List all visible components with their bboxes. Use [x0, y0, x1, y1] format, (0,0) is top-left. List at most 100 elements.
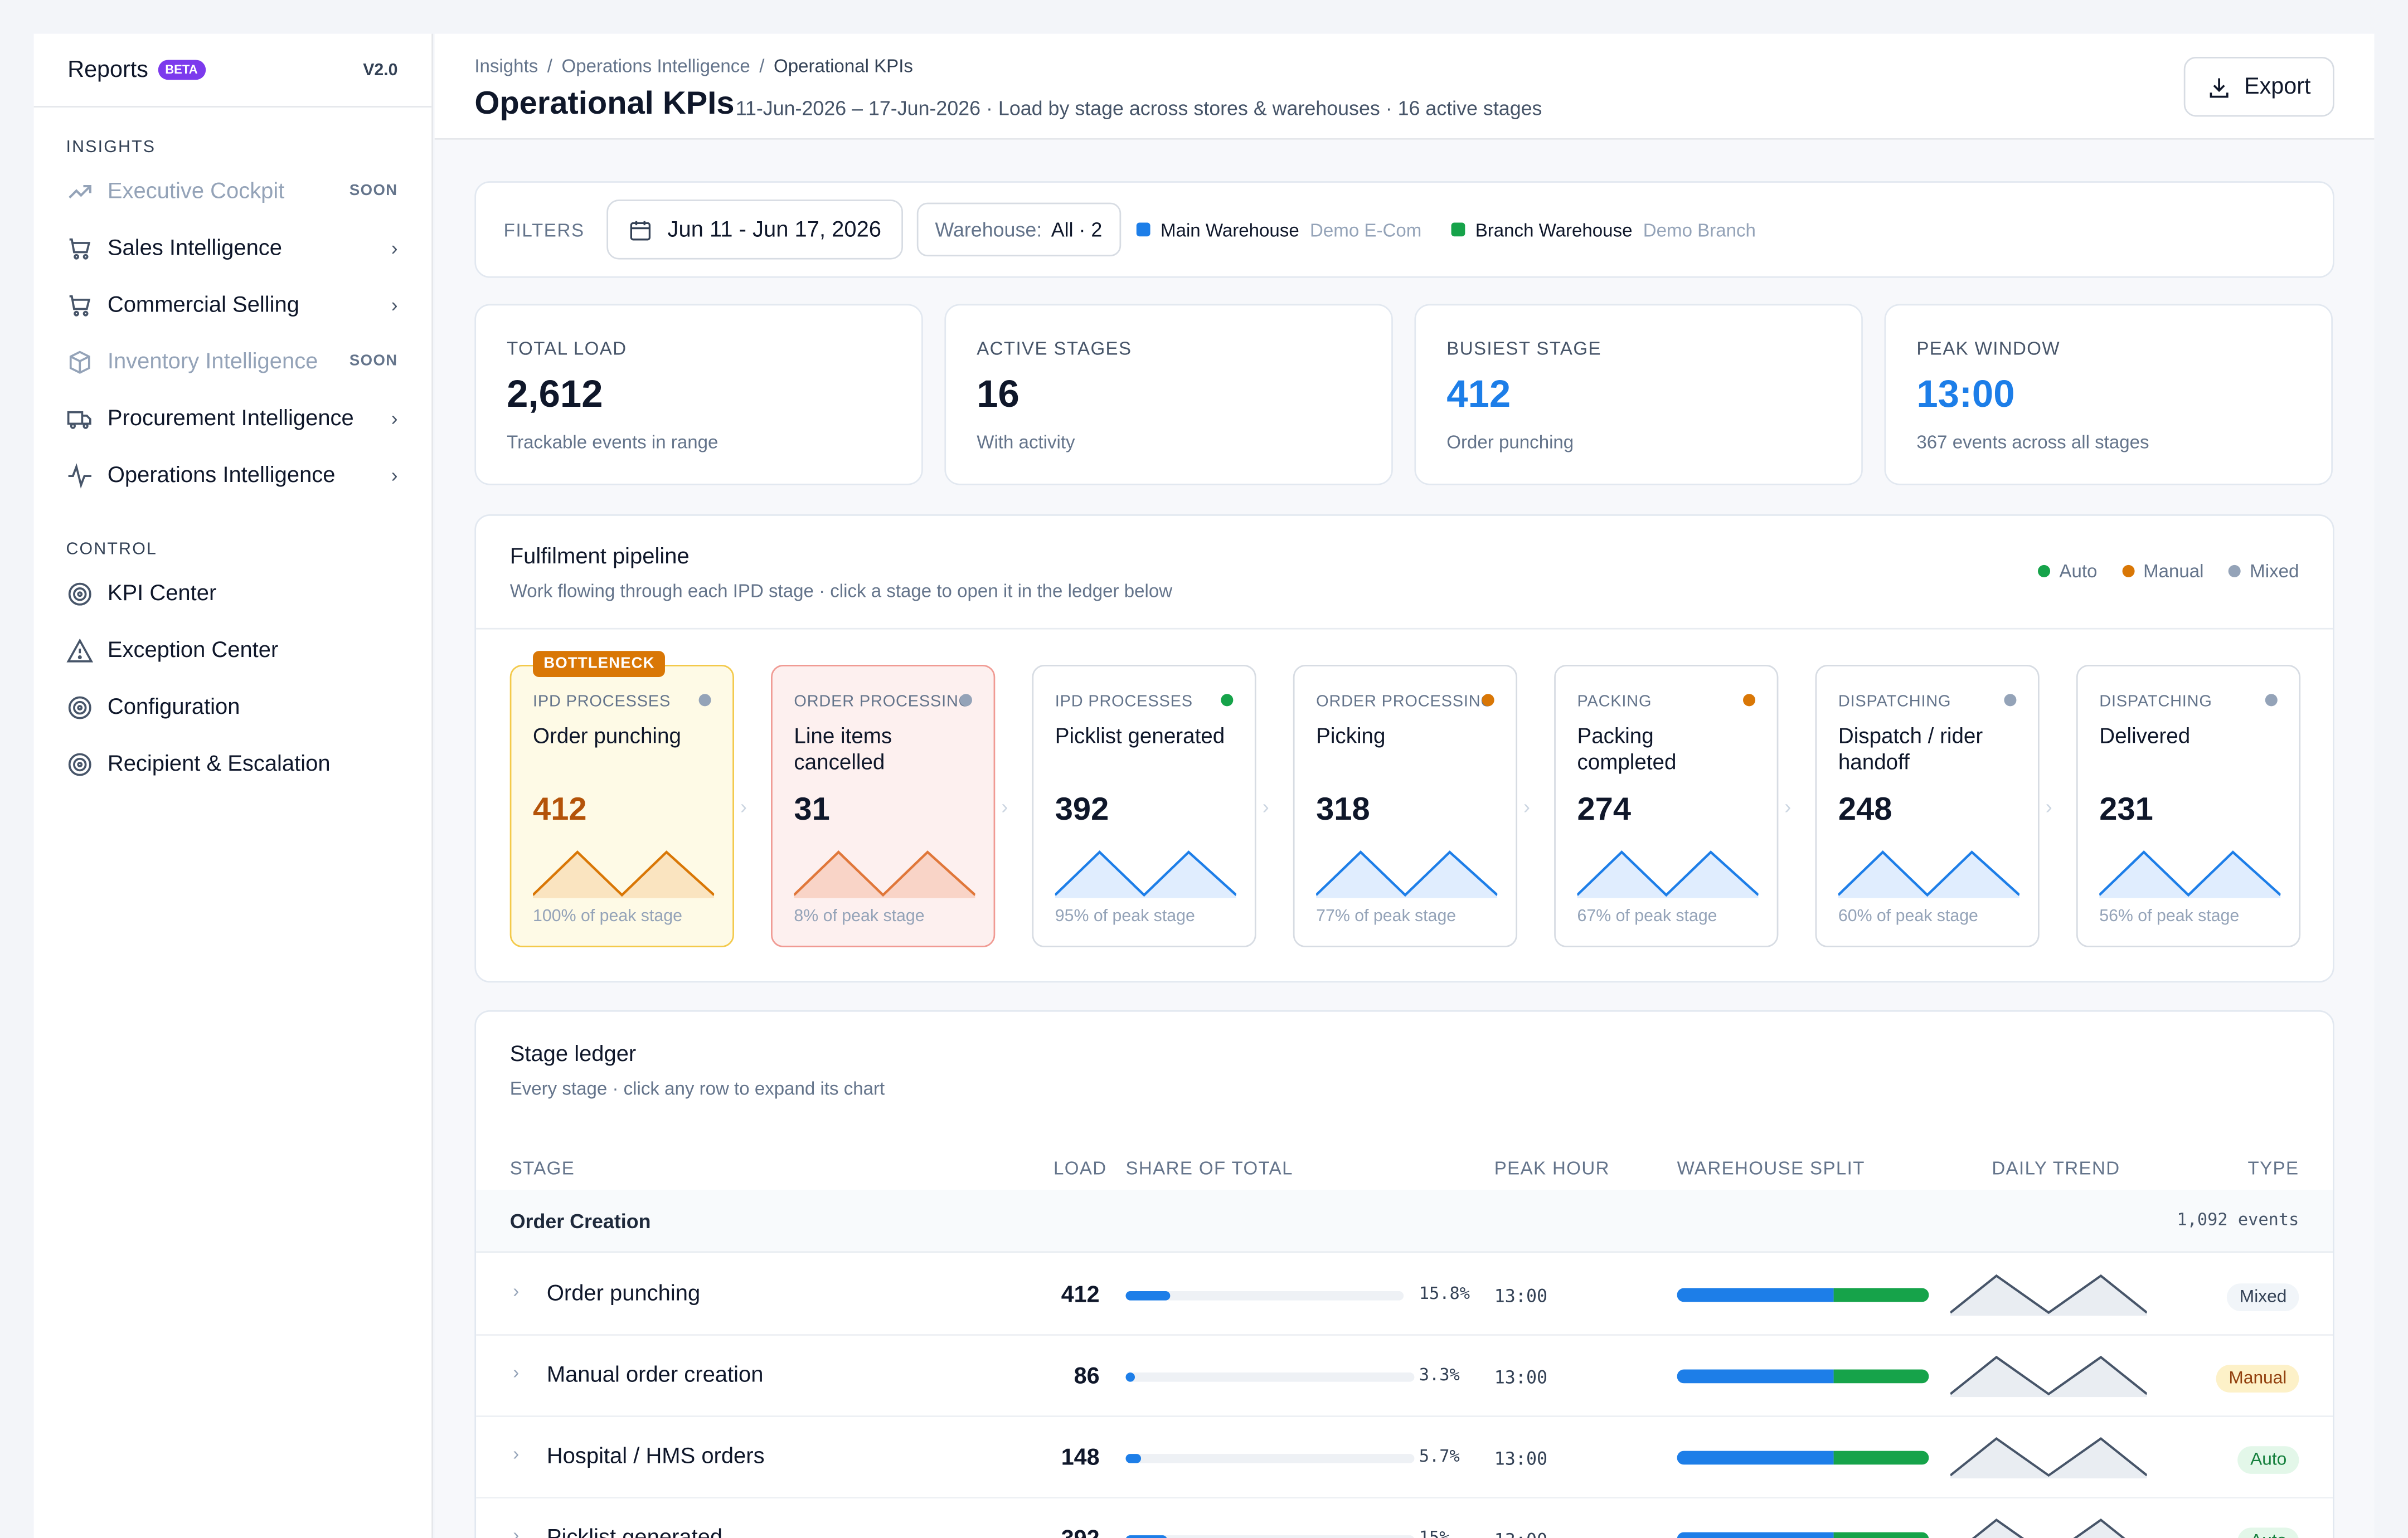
trend-line: [1950, 1274, 2147, 1315]
stage-category: IPD PROCESSES: [1055, 692, 1193, 711]
expand-chevron-icon[interactable]: ›: [513, 1280, 520, 1302]
export-button[interactable]: Export: [2183, 56, 2334, 117]
expand-chevron-icon[interactable]: ›: [513, 1524, 520, 1538]
sidebar-item-inventory-intelligence[interactable]: Inventory Intelligence SOON: [34, 333, 432, 390]
stage-pct-of-peak: 77% of peak stage: [1316, 907, 1457, 926]
stage-value: 318: [1316, 792, 1370, 828]
table-row[interactable]: › Manual order creation 86 3.3% 13:00 Manual: [476, 1336, 2333, 1417]
legend-mixed: Mixed: [2228, 561, 2299, 582]
share-bar-fill: [1125, 1372, 1135, 1382]
stage-name: Delivered: [2099, 723, 2191, 748]
cart-icon: [69, 237, 91, 259]
sparkline-line: [1577, 850, 1759, 897]
sidebar-item-recipient-escalation[interactable]: Recipient & Escalation: [34, 736, 432, 792]
breadcrumb-item[interactable]: Operations Intelligence: [561, 55, 750, 77]
ledger-subtitle: Every stage · click any row to expand it…: [509, 1078, 885, 1099]
pulse-icon: [68, 462, 91, 488]
table-row[interactable]: › Hospital / HMS orders 148 5.7% 13:00 Auto: [476, 1417, 2333, 1498]
brand-name[interactable]: Reports: [67, 56, 148, 83]
stage-category: ORDER PROCESSING: [794, 692, 972, 711]
peak-hour: 13:00: [1494, 1285, 1548, 1307]
stage-arrow-icon: ›: [1784, 795, 1792, 819]
share-bar: [1125, 1535, 1415, 1538]
trend-line: [1972, 1518, 2125, 1538]
sidebar-item-procurement-intelligence[interactable]: Procurement Intelligence ›: [34, 390, 432, 447]
sparkline-line: [794, 850, 975, 897]
pipeline-stage-card[interactable]: PACKING Packing completed 274 67% of peak s…: [1554, 664, 1779, 947]
date-range-picker[interactable]: Jun 11 - Jun 17, 2026: [606, 199, 903, 260]
export-label: Export: [2244, 74, 2311, 100]
table-row[interactable]: › Picklist generated 392 15% 13:00 Auto: [476, 1498, 2333, 1538]
legend-label: Auto: [2059, 560, 2098, 582]
stage-pct-of-peak: 100% of peak stage: [533, 907, 682, 926]
stage-arrow-icon: ›: [740, 795, 747, 819]
kpi-title: BUSIEST STAGE: [1446, 338, 1601, 359]
calendar-icon: [629, 220, 650, 240]
legend-swatch: [1450, 222, 1465, 237]
daily-trend-sparkline: [1972, 1518, 2125, 1538]
group-row[interactable]: Order Creation 1,092 events: [476, 1190, 2333, 1253]
stage-name: Packing completed: [1577, 723, 1677, 774]
expand-chevron-icon[interactable]: ›: [513, 1443, 520, 1465]
pipeline-stage-card[interactable]: ORDER PROCESSING Picking 318 77% of peak st…: [1293, 664, 1518, 947]
share-bar: [1125, 1454, 1415, 1463]
sidebar-item-sales-intelligence[interactable]: Sales Intelligence ›: [34, 220, 432, 276]
beta-badge: BETA: [157, 60, 206, 80]
kpi-card-active-stages: ACTIVE STAGES 16 With activity: [944, 304, 1393, 485]
chevron-right-icon: ›: [391, 236, 398, 260]
expand-chevron-icon[interactable]: ›: [513, 1361, 520, 1384]
sidebar-item-label: Commercial Selling: [107, 292, 299, 317]
section-title-insights: INSIGHTS: [66, 138, 156, 157]
column-header-share[interactable]: SHARE OF TOTAL: [1125, 1157, 1293, 1179]
kpi-value: 16: [977, 373, 1019, 416]
column-header-peak-hour[interactable]: PEAK HOUR: [1494, 1157, 1610, 1179]
pipeline-header: Fulfilment pipeline Work flowing through…: [476, 516, 2333, 630]
sidebar-item-configuration[interactable]: Configuration: [34, 679, 432, 736]
share-percent: 5.7%: [1419, 1446, 1460, 1467]
sidebar-item-label: Procurement Intelligence: [107, 406, 354, 431]
sidebar-item-kpi-center[interactable]: KPI Center: [34, 565, 432, 622]
sidebar-item-exception-center[interactable]: Exception Center: [34, 622, 432, 679]
pipeline-stage-card[interactable]: BOTTLENECK IPD PROCESSES Order punching 412…: [509, 651, 734, 947]
pipeline-stage-card[interactable]: IPD PROCESSES Picklist generated 392 95% of…: [1032, 664, 1256, 947]
column-header-stage[interactable]: STAGE: [509, 1157, 575, 1179]
table-row[interactable]: › Order punching 412 15.8% 13:00 Mixed: [476, 1254, 2333, 1336]
target-icon: [68, 695, 91, 719]
date-range-value: Jun 11 - Jun 17, 2026: [667, 217, 882, 242]
stage-category: PACKING: [1577, 692, 1652, 711]
sidebar-item-executive-cockpit[interactable]: Executive Cockpit SOON: [34, 163, 432, 220]
soon-tag: SOON: [349, 353, 398, 370]
breadcrumb-item[interactable]: Insights: [474, 55, 538, 77]
split-branch-segment: [1833, 1369, 1929, 1384]
sidebar-item-commercial-selling[interactable]: Commercial Selling ›: [34, 276, 432, 333]
warehouse-select[interactable]: Warehouse: All · 2: [916, 202, 1121, 257]
stage-category: ORDER PROCESSING: [1316, 692, 1494, 711]
stage-arrow-icon: ›: [2045, 795, 2052, 819]
type-badge: Manual: [2216, 1365, 2299, 1393]
stage-value: 392: [1055, 792, 1109, 828]
kpi-card-peak-window: PEAK WINDOW 13:00 367 events across all …: [1884, 304, 2333, 485]
stage-type-dot: [698, 694, 711, 707]
sidebar-item-label: Inventory Intelligence: [107, 349, 318, 374]
split-main-segment: [1677, 1532, 1833, 1538]
column-header-warehouse-split[interactable]: WAREHOUSE SPLIT: [1677, 1157, 1865, 1179]
kpi-value: 2,612: [507, 373, 603, 416]
column-header-daily-trend[interactable]: DAILY TREND: [1992, 1157, 2120, 1179]
daily-trend-sparkline: [1950, 1355, 2147, 1398]
pipeline-stage-card[interactable]: ORDER PROCESSING Line items cancelled 31 8%…: [771, 664, 996, 947]
column-header-load[interactable]: LOAD: [1053, 1157, 1107, 1179]
stage-name: Manual order creation: [546, 1363, 764, 1388]
stage-category: DISPATCHING: [2099, 692, 2212, 711]
kpi-sub: With activity: [977, 431, 1075, 453]
warehouse-split-bar: [1677, 1369, 1929, 1384]
split-branch-segment: [1833, 1532, 1929, 1538]
page-title: Operational KPIs: [474, 86, 735, 121]
share-percent: 15%: [1419, 1527, 1450, 1538]
column-header-type[interactable]: TYPE: [2247, 1157, 2299, 1179]
stage-name: Picklist generated: [547, 1526, 722, 1538]
pipeline-stage-card[interactable]: DISPATCHING Dispatch / rider handoff 248 60…: [1815, 664, 2040, 947]
sidebar-item-operations-intelligence[interactable]: Operations Intelligence ›: [34, 447, 432, 504]
warehouse-split-bar: [1677, 1532, 1929, 1538]
pipeline-stage-card[interactable]: DISPATCHING Delivered 231 56% of peak stage: [2076, 664, 2301, 947]
